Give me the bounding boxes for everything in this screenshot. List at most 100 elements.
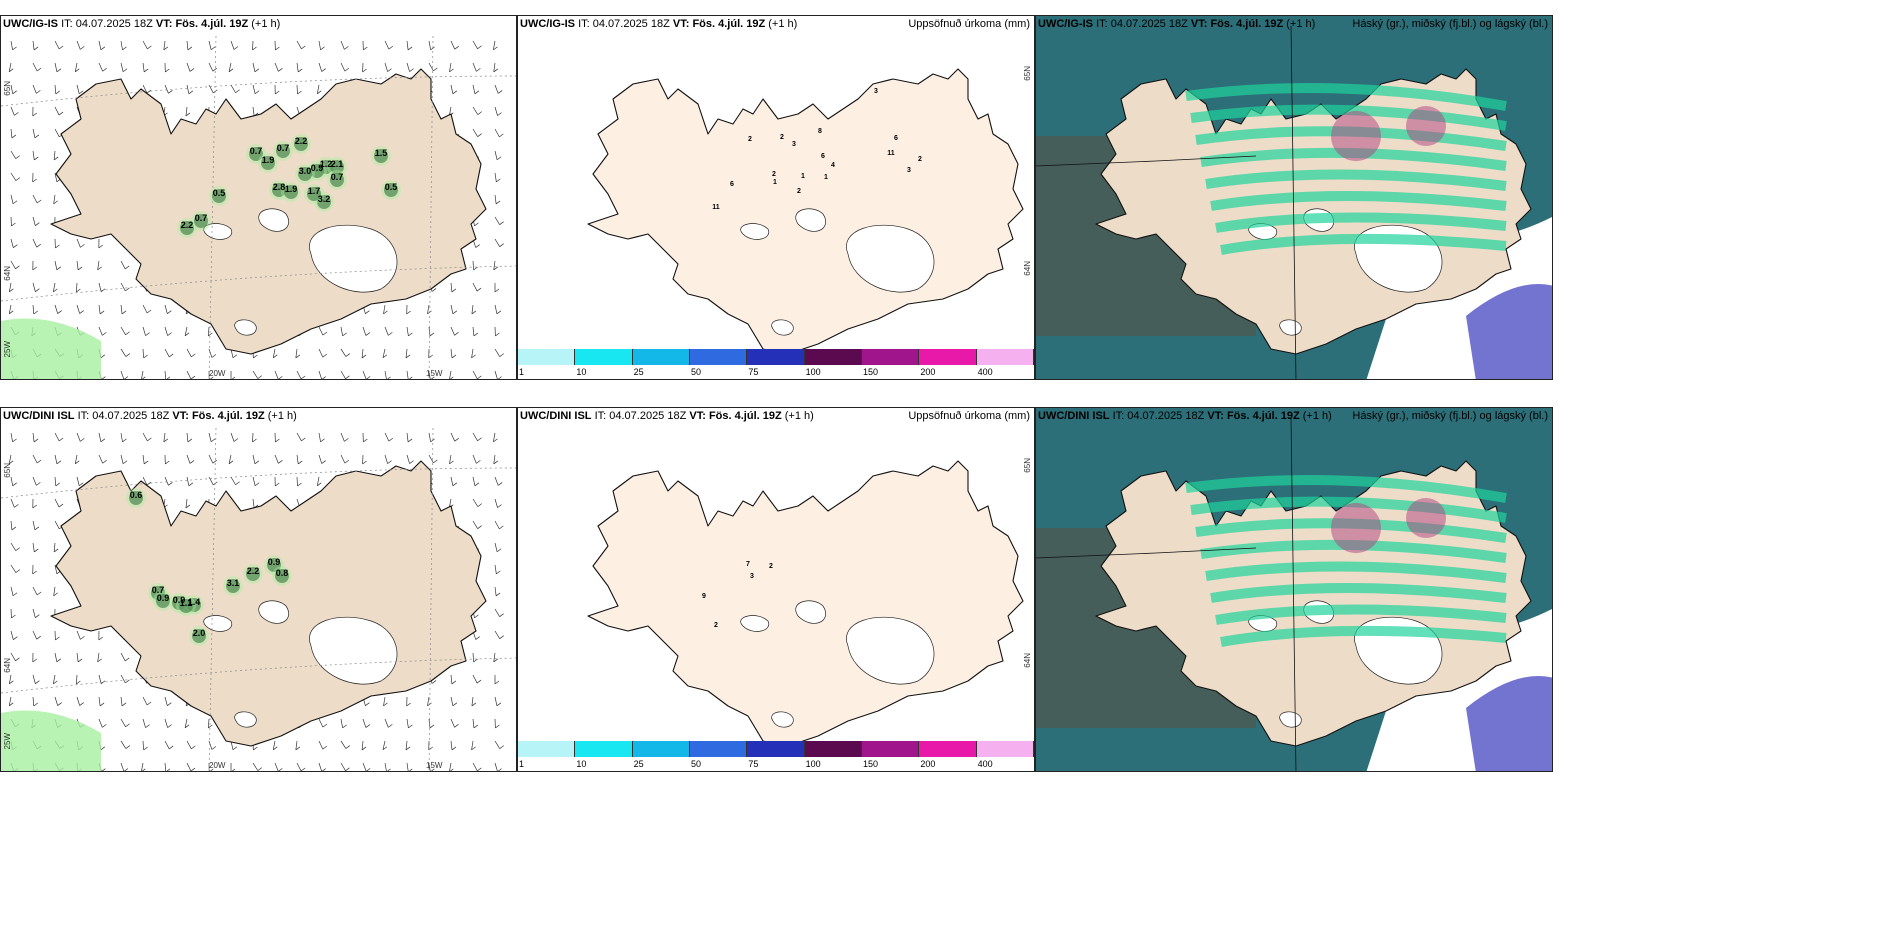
colorbar-segment — [747, 741, 805, 757]
wind-barb-flag — [11, 134, 17, 139]
wind-barb-flag — [496, 178, 501, 183]
wind-barb-flag — [494, 680, 500, 685]
precip-value-label: 0.9 — [311, 163, 324, 173]
wind-barb-flag — [476, 460, 481, 464]
wind-barb — [406, 40, 409, 50]
wind-barb — [32, 84, 37, 94]
wind-barb-flag — [168, 90, 173, 94]
wind-barb — [274, 62, 279, 72]
wind-barb — [318, 348, 324, 358]
wind-barb-flag — [495, 592, 501, 597]
wind-barb — [76, 674, 78, 685]
wind-barb — [32, 282, 36, 292]
wind-barb — [97, 260, 100, 270]
colorbar-tick-label: 50 — [691, 759, 702, 769]
wind-barb-flag — [496, 548, 502, 553]
wind-barb-flag — [55, 636, 60, 641]
wind-barb — [54, 454, 58, 464]
glacier-outline — [740, 223, 770, 240]
precip-cell — [212, 189, 226, 203]
wind-barb-flag — [189, 68, 195, 72]
wind-barb — [340, 62, 346, 72]
wind-barb — [493, 454, 496, 464]
glacier-outline — [846, 224, 935, 293]
wind-barb-flag — [477, 437, 482, 442]
wind-barb — [450, 674, 453, 684]
wind-barb — [384, 370, 387, 379]
wind-barb — [32, 674, 36, 684]
wind-barb-flag — [474, 90, 480, 95]
wind-barb-flag — [33, 310, 38, 315]
wind-barb — [494, 564, 497, 574]
wind-barb — [316, 476, 320, 486]
wind-barb — [450, 718, 455, 728]
wind-barb-flag — [32, 112, 37, 117]
precip-halo — [189, 626, 209, 646]
wind-barb-flag — [363, 46, 368, 51]
colorbar-tick-label: 200 — [920, 759, 936, 769]
wind-barb-flag — [58, 503, 64, 508]
wind-barb-flag — [76, 680, 81, 685]
wind-barb-flag — [454, 724, 459, 728]
wind-barb-flag — [12, 200, 18, 205]
wind-barb-flag — [253, 746, 258, 751]
precip-cell — [374, 149, 388, 163]
high-cloud-band — [1190, 496, 1507, 523]
wind-barb-flag — [75, 460, 80, 465]
wind-barb — [142, 326, 146, 336]
wind-barb — [10, 194, 14, 204]
wind-barb-flag — [145, 724, 150, 728]
wind-barb-flag — [366, 376, 371, 379]
precip-cell — [267, 558, 281, 572]
wind-barb-flag — [452, 90, 458, 95]
wind-barb-flag — [388, 724, 393, 728]
panel-title: UWC/IG-IS IT: 04.07.2025 18Z VT: Fös. 4.… — [1038, 18, 1316, 30]
wind-barb — [493, 62, 496, 72]
wind-barb — [120, 432, 123, 442]
wind-barb — [186, 762, 192, 771]
wind-barb — [208, 740, 213, 750]
glacier-outline — [234, 711, 257, 728]
wind-barb — [164, 696, 168, 706]
wind-barb — [340, 454, 346, 464]
wind-barb-flag — [167, 702, 172, 706]
wind-barb — [296, 62, 299, 72]
wind-barb-flag — [431, 680, 437, 684]
wind-barb-flag — [496, 310, 502, 315]
wind-barb-flag — [185, 504, 191, 509]
precip-value-label: 0.6 — [130, 490, 143, 500]
wind-barb — [472, 454, 477, 464]
wind-barb — [252, 476, 256, 486]
wind-barb-flag — [320, 438, 325, 443]
wind-barb-flag — [167, 310, 172, 314]
wind-barb — [120, 326, 126, 335]
wind-barb — [164, 740, 170, 750]
high-cloud-band — [1220, 233, 1507, 255]
wind-barb — [428, 454, 434, 464]
precip-halo — [191, 211, 211, 231]
colorbar-segment — [804, 349, 862, 365]
wind-barb — [383, 304, 386, 314]
colorbar-segment — [690, 741, 748, 757]
wind-barb — [274, 762, 279, 771]
wind-barb-flag — [80, 636, 85, 640]
wind-barb-flag — [499, 525, 504, 530]
wind-barb — [228, 454, 232, 464]
wind-barb — [32, 128, 36, 138]
wind-barb — [450, 476, 454, 486]
wind-barb-flag — [408, 724, 413, 729]
wind-barb-flag — [184, 332, 190, 337]
wind-barb — [494, 586, 497, 596]
lat-label-65n: 65N — [3, 81, 12, 96]
wind-barb-flag — [80, 46, 85, 50]
wind-barb-flag — [257, 767, 262, 771]
colorbar-tick-label: 150 — [863, 367, 879, 377]
wind-barb — [32, 150, 35, 160]
precip-value-label: 2.2 — [181, 220, 194, 230]
colorbar-tick-label: 200 — [920, 367, 936, 377]
wind-barb — [185, 498, 188, 508]
wind-barb — [120, 696, 123, 706]
wind-barb-flag — [344, 438, 349, 442]
wind-barb — [427, 696, 430, 706]
wind-barb-flag — [36, 591, 42, 596]
